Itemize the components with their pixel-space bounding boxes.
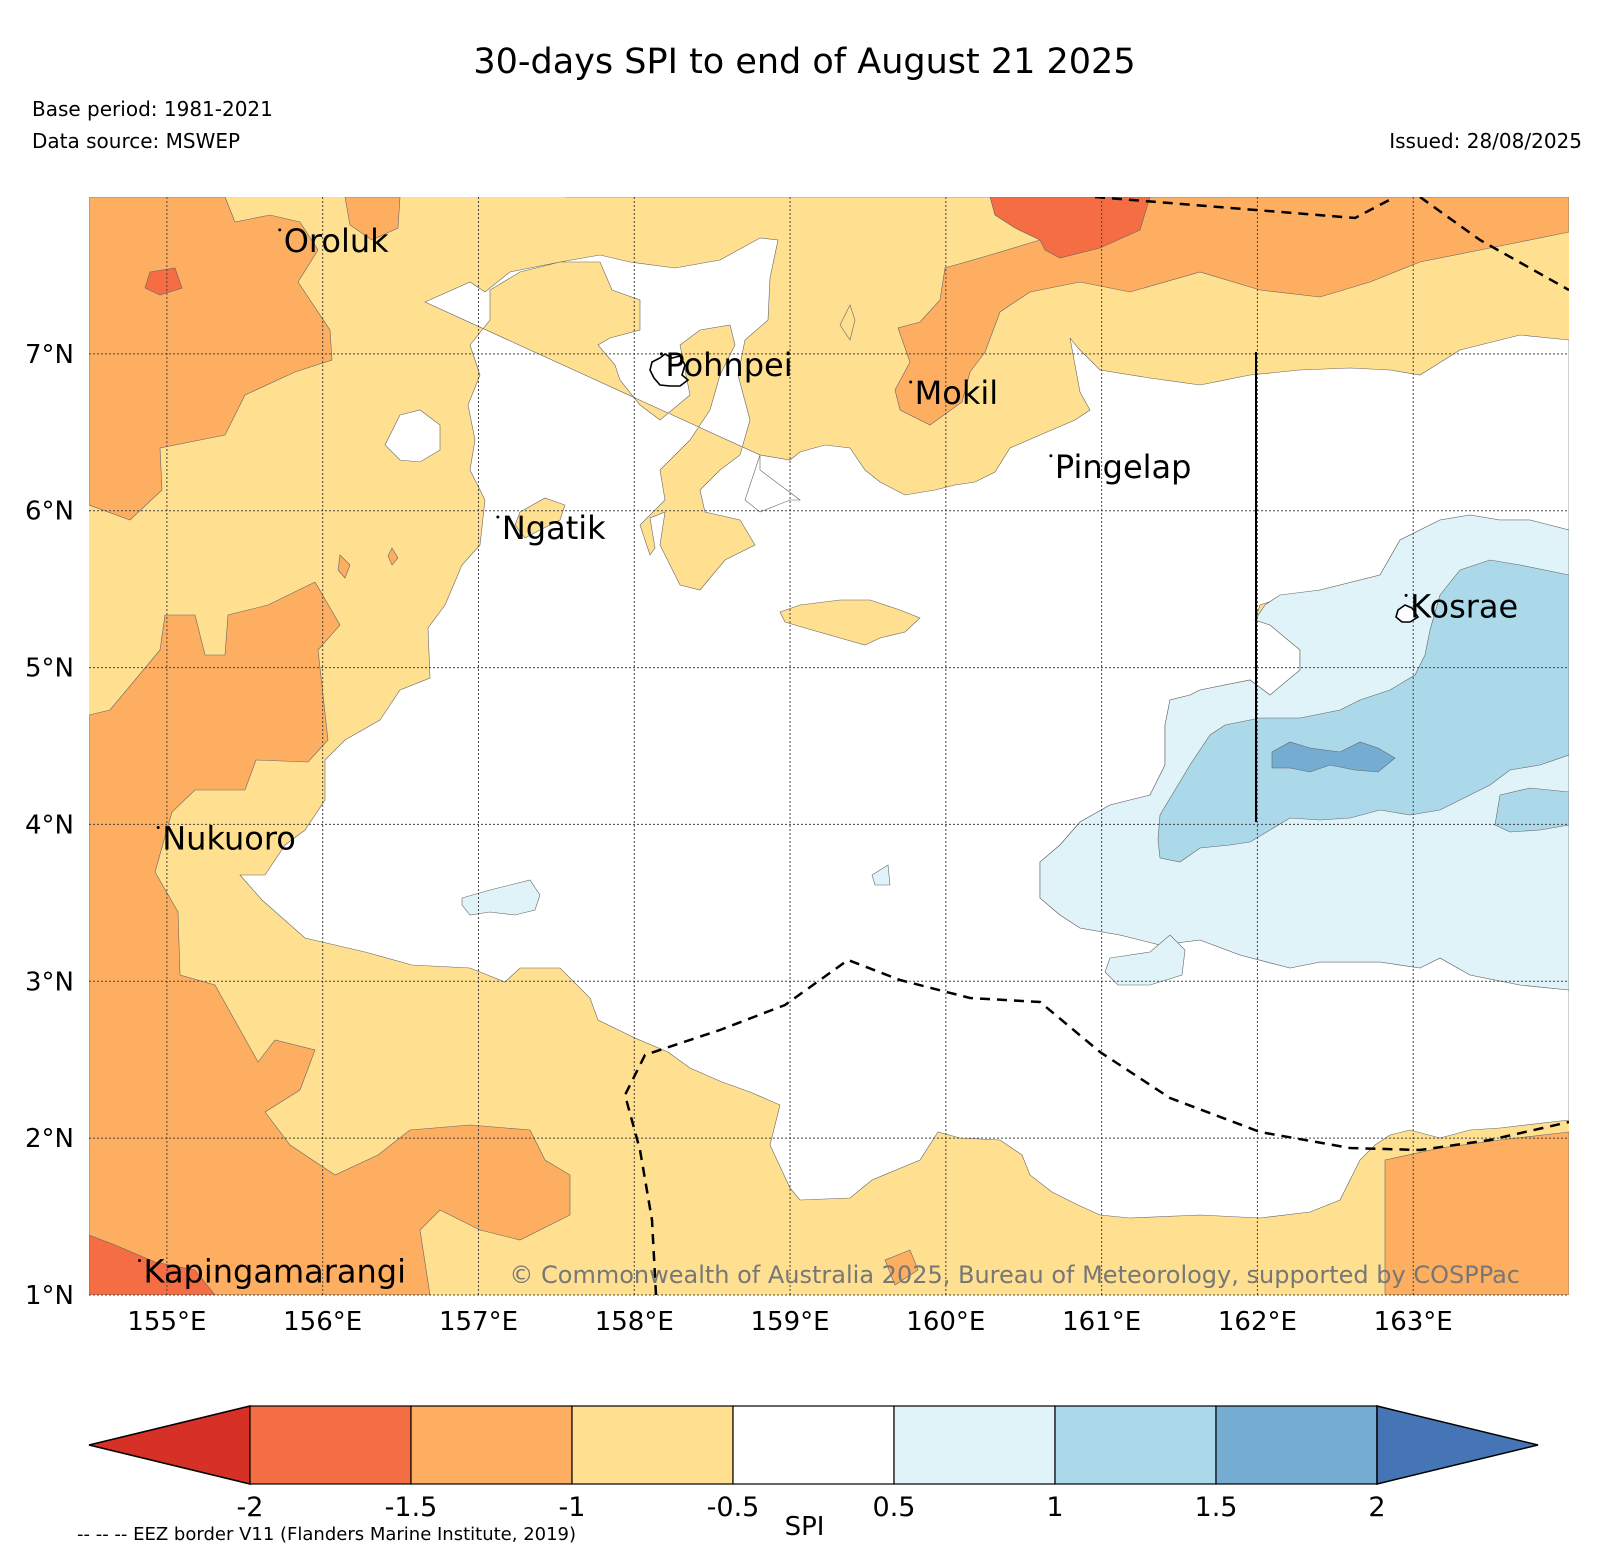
place-marker	[496, 515, 500, 519]
spi-band-neg0.5-neg1-islands	[514, 304, 921, 646]
lon-tick-label: 159°E	[751, 1307, 830, 1337]
colorbar-tick: 0.5	[873, 1492, 916, 1523]
lat-tick-label: 6°N	[25, 497, 74, 527]
lon-tick-label: 158°E	[595, 1307, 674, 1337]
lon-tick-label: 163°E	[1374, 1307, 1453, 1337]
latitude-axis-labels: 1°N 2°N 3°N 4°N 5°N 6°N 7°N	[25, 340, 74, 1311]
lon-tick-label: 157°E	[439, 1307, 518, 1337]
colorbar-label: SPI	[784, 1512, 825, 1542]
place-label-oroluk: Oroluk	[284, 222, 389, 260]
spi-band-neg1.5-neg2	[89, 197, 1151, 1295]
place-marker	[156, 826, 160, 830]
colorbar-segment	[893, 1405, 1056, 1485]
colorbar-tick: -2	[237, 1492, 264, 1523]
place-marker	[1049, 454, 1053, 458]
place-marker	[659, 352, 663, 356]
kosrae-island-shape	[1395, 604, 1420, 623]
place-label-nukuoro: Nukuoro	[162, 820, 296, 858]
map-gridlines	[89, 197, 1569, 1296]
place-labels: Oroluk Pohnpei Mokil Pingelap Ngatik Kosrae Nu…	[138, 222, 1518, 1290]
colorbar-segment	[1215, 1405, 1378, 1485]
place-marker	[1404, 593, 1408, 597]
lat-tick-label: 1°N	[25, 1281, 74, 1311]
colorbar-tick: -1.5	[385, 1492, 438, 1523]
base-period-text: Base period: 1981-2021	[32, 97, 273, 121]
page-title: 30-days SPI to end of August 21 2025	[473, 42, 1136, 82]
spi-colorbar	[88, 1405, 1539, 1485]
place-label-pohnpei: Pohnpei	[665, 346, 792, 384]
colorbar-extend-low	[88, 1405, 251, 1485]
colorbar-segment	[249, 1405, 412, 1485]
colorbar-segment	[1054, 1405, 1217, 1485]
lat-tick-label: 4°N	[25, 810, 74, 840]
copyright-text: © Commonwealth of Australia 2025, Bureau…	[509, 1261, 1520, 1289]
lat-tick-label: 3°N	[25, 967, 74, 997]
place-marker	[909, 380, 913, 384]
colorbar-tick: 1.5	[1195, 1492, 1238, 1523]
lon-tick-label: 156°E	[283, 1307, 362, 1337]
spi-shading	[89, 197, 1569, 1295]
place-label-ngatik: Ngatik	[502, 509, 606, 547]
eez-borders	[623, 197, 1569, 1295]
lon-tick-label: 155°E	[127, 1307, 206, 1337]
lon-tick-label: 161°E	[1062, 1307, 1141, 1337]
data-source-text: Data source: MSWEP	[32, 129, 241, 153]
colorbar-tick: 2	[1368, 1492, 1385, 1523]
spi-band-1.5-2	[1271, 741, 1396, 773]
colorbar-tick: 1	[1046, 1492, 1063, 1523]
colorbar-extend-high	[1376, 1405, 1539, 1485]
place-label-kosrae: Kosrae	[1410, 587, 1518, 625]
place-marker	[138, 1258, 142, 1262]
colorbar-segment	[410, 1405, 573, 1485]
lat-tick-label: 2°N	[25, 1124, 74, 1154]
place-label-mokil: Mokil	[915, 374, 999, 412]
lon-tick-label: 162°E	[1218, 1307, 1297, 1337]
spi-band-1-1.5	[1157, 559, 1569, 863]
place-label-pingelap: Pingelap	[1055, 448, 1192, 486]
colorbar-tick-labels: -2 -1.5 -1 -0.5 0.5 1 1.5 2	[237, 1492, 1386, 1523]
island-outlines	[649, 353, 1420, 623]
place-marker	[278, 228, 282, 232]
spi-band-near-normal	[239, 237, 1569, 1219]
pohnpei-island-shape	[649, 353, 690, 387]
colorbar-segment	[732, 1405, 895, 1485]
place-label-kapingamarangi: Kapingamarangi	[144, 1252, 406, 1290]
colorbar-segment	[571, 1405, 734, 1485]
lat-tick-label: 7°N	[25, 340, 74, 370]
eez-border-note: -- -- -- EEZ border V11 (Flanders Marine…	[77, 1524, 577, 1545]
colorbar-tick: -1	[559, 1492, 586, 1523]
lat-tick-label: 5°N	[25, 654, 74, 684]
lon-tick-label: 160°E	[906, 1307, 985, 1337]
issued-date-text: Issued: 28/08/2025	[1389, 129, 1582, 153]
longitude-axis-labels: 155°E 156°E 157°E 158°E 159°E 160°E 161°E 162°E…	[127, 1307, 1452, 1337]
colorbar-tick: -0.5	[707, 1492, 760, 1523]
